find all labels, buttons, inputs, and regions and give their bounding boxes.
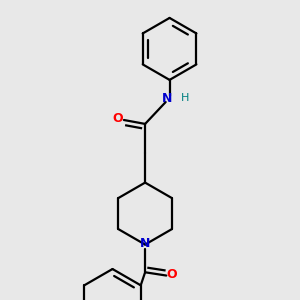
Text: O: O xyxy=(113,112,123,125)
Text: H: H xyxy=(181,93,189,103)
Text: O: O xyxy=(167,268,178,281)
Text: N: N xyxy=(140,237,150,250)
Text: N: N xyxy=(162,92,172,105)
